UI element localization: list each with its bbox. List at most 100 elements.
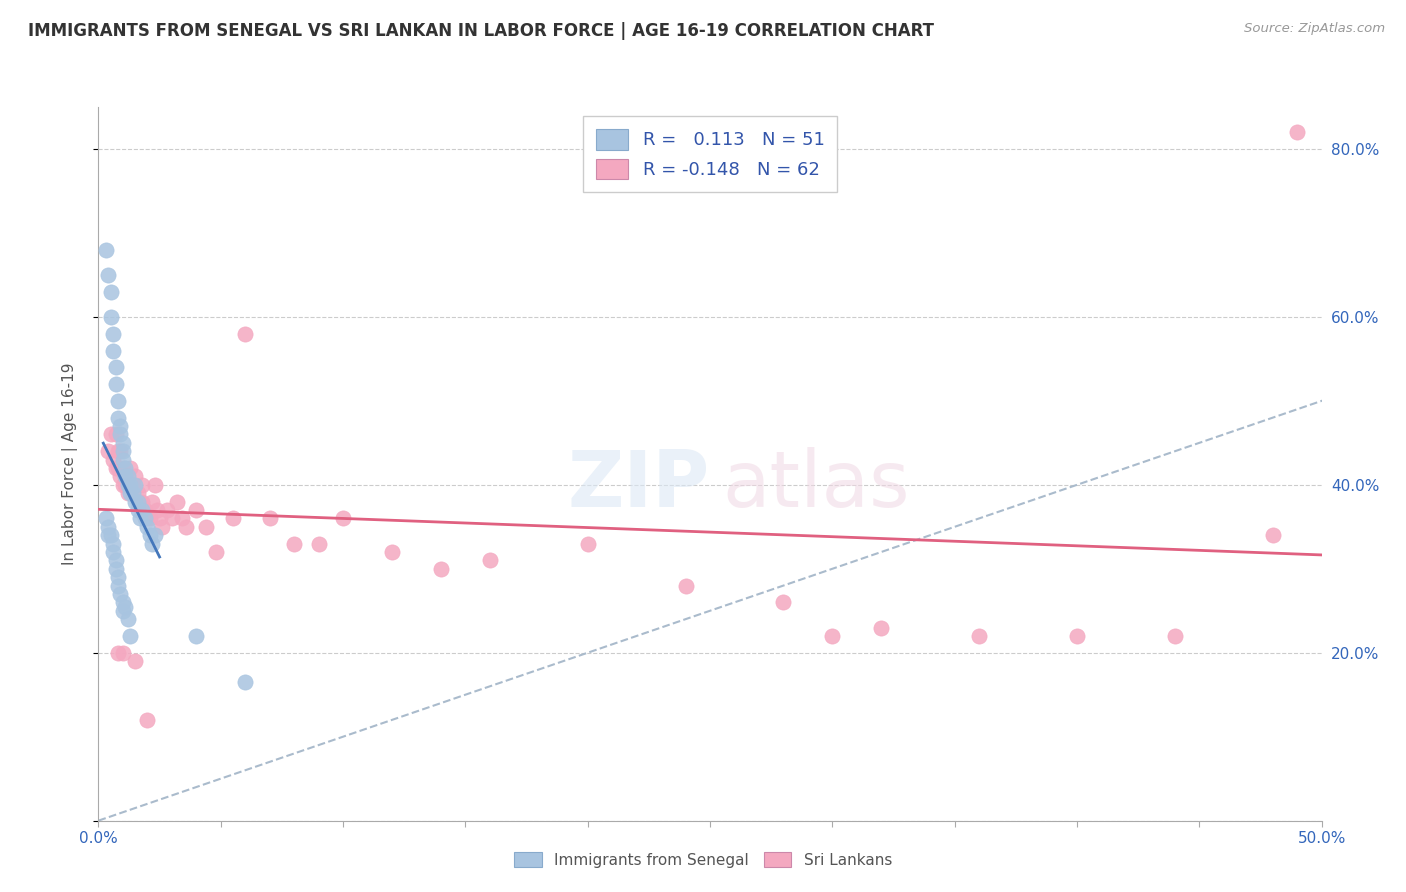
Text: Source: ZipAtlas.com: Source: ZipAtlas.com xyxy=(1244,22,1385,36)
Point xyxy=(100,310,122,324)
Point xyxy=(107,461,129,475)
Text: IMMIGRANTS FROM SENEGAL VS SRI LANKAN IN LABOR FORCE | AGE 16-19 CORRELATION CHA: IMMIGRANTS FROM SENEGAL VS SRI LANKAN IN… xyxy=(28,22,934,40)
Point xyxy=(107,393,129,408)
Point xyxy=(136,520,159,534)
Point xyxy=(870,621,893,635)
Point xyxy=(478,553,501,567)
Point xyxy=(111,444,134,458)
Point xyxy=(101,343,124,358)
Point xyxy=(131,503,153,517)
Point xyxy=(129,494,152,508)
Point xyxy=(110,419,132,434)
Point xyxy=(146,503,169,517)
Point xyxy=(121,478,143,492)
Point xyxy=(120,478,142,492)
Point xyxy=(166,494,188,508)
Point xyxy=(104,427,127,442)
Text: ZIP: ZIP xyxy=(568,447,710,524)
Point xyxy=(120,486,142,500)
Point xyxy=(131,494,153,508)
Point xyxy=(110,469,132,483)
Point xyxy=(110,427,132,442)
Point xyxy=(120,478,142,492)
Point xyxy=(117,612,139,626)
Point xyxy=(107,570,129,584)
Point xyxy=(101,452,124,467)
Point xyxy=(1164,629,1187,643)
Point xyxy=(1261,528,1284,542)
Point xyxy=(114,461,136,475)
Point xyxy=(127,494,149,508)
Point xyxy=(127,503,149,517)
Point xyxy=(114,478,136,492)
Point xyxy=(111,646,134,660)
Point xyxy=(107,444,129,458)
Point xyxy=(101,326,124,341)
Point xyxy=(97,444,120,458)
Point xyxy=(117,469,139,483)
Point xyxy=(124,478,146,492)
Point xyxy=(150,520,173,534)
Point xyxy=(134,511,156,525)
Point xyxy=(124,469,146,483)
Point xyxy=(107,646,129,660)
Point xyxy=(111,452,134,467)
Point xyxy=(283,536,305,550)
Point xyxy=(104,461,127,475)
Point xyxy=(821,629,844,643)
Point xyxy=(205,545,228,559)
Point xyxy=(186,629,208,643)
Point xyxy=(136,713,159,727)
Point xyxy=(117,478,139,492)
Point xyxy=(127,486,149,500)
Point xyxy=(195,520,218,534)
Point xyxy=(143,528,166,542)
Point xyxy=(156,503,179,517)
Point xyxy=(186,503,208,517)
Point xyxy=(107,578,129,592)
Point xyxy=(117,486,139,500)
Point xyxy=(107,410,129,425)
Point xyxy=(259,511,281,525)
Point xyxy=(967,629,990,643)
Point xyxy=(97,520,120,534)
Point xyxy=(124,494,146,508)
Point xyxy=(97,268,120,282)
Point xyxy=(100,427,122,442)
Point xyxy=(332,511,354,525)
Point xyxy=(1066,629,1088,643)
Point xyxy=(101,536,124,550)
Point xyxy=(170,511,193,525)
Point xyxy=(143,478,166,492)
Point xyxy=(104,553,127,567)
Point xyxy=(1286,125,1309,139)
Point xyxy=(111,595,134,609)
Point xyxy=(233,675,256,690)
Point xyxy=(149,511,172,525)
Point xyxy=(772,595,794,609)
Point xyxy=(136,511,159,525)
Y-axis label: In Labor Force | Age 16-19: In Labor Force | Age 16-19 xyxy=(62,362,77,566)
Point xyxy=(120,629,142,643)
Point xyxy=(121,486,143,500)
Point xyxy=(160,511,183,525)
Point xyxy=(94,243,117,257)
Point xyxy=(100,285,122,299)
Point xyxy=(111,435,134,450)
Point xyxy=(97,528,120,542)
Point xyxy=(100,528,122,542)
Point xyxy=(111,478,134,492)
Point xyxy=(308,536,330,550)
Point xyxy=(381,545,404,559)
Point xyxy=(111,461,134,475)
Point xyxy=(117,478,139,492)
Point xyxy=(114,469,136,483)
Legend: R =   0.113   N = 51, R = -0.148   N = 62: R = 0.113 N = 51, R = -0.148 N = 62 xyxy=(583,116,837,192)
Point xyxy=(110,444,132,458)
Point xyxy=(131,478,153,492)
Point xyxy=(576,536,599,550)
Point xyxy=(94,511,117,525)
Point xyxy=(139,528,162,542)
Point xyxy=(114,469,136,483)
Point xyxy=(139,511,162,525)
